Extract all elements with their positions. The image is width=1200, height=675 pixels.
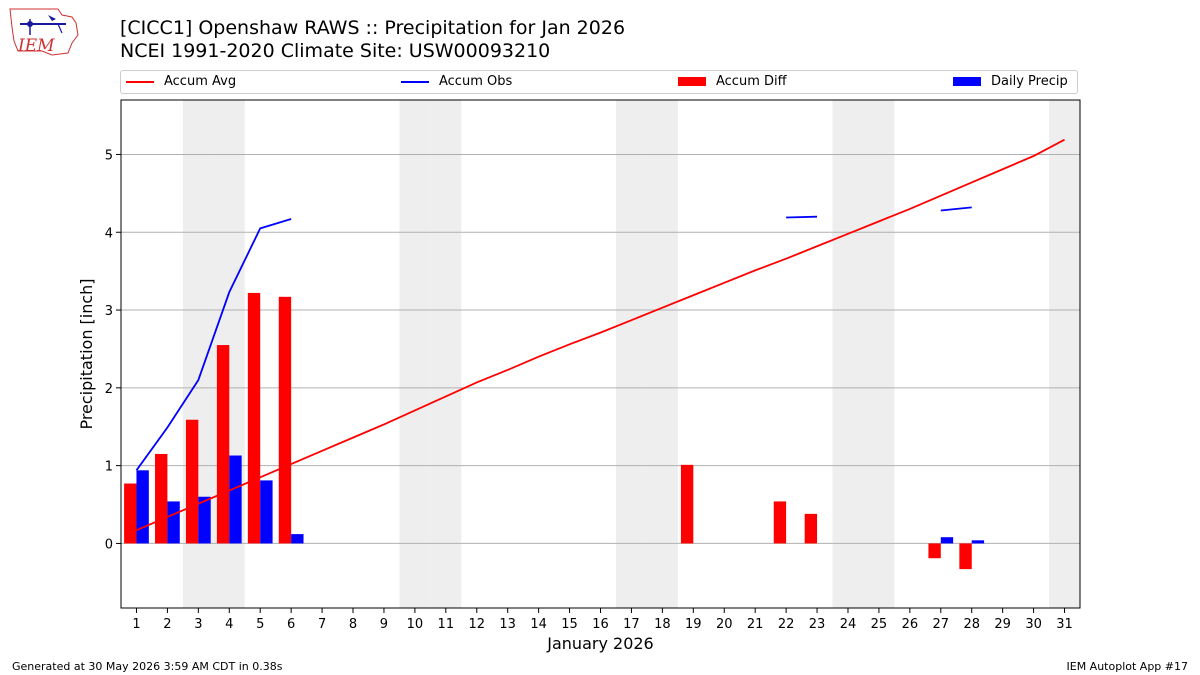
x-tick-label: 14 [530, 617, 547, 632]
x-tick-label: 23 [809, 617, 826, 632]
x-tick-label: 15 [561, 617, 578, 632]
weekend-shade [832, 100, 864, 608]
legend-label-accum-avg: Accum Avg [164, 74, 237, 89]
legend-label-daily-precip: Daily Precip [991, 74, 1068, 89]
legend-swatch-accum-obs [401, 80, 429, 83]
bar-daily-precip [136, 470, 149, 544]
bar-accum-diff [959, 543, 972, 570]
footer-generated: Generated at 30 May 2026 3:59 AM CDT in … [12, 660, 283, 673]
x-tick-label: 28 [963, 617, 980, 632]
x-axis-label: January 2026 [546, 634, 653, 653]
x-tick-label: 12 [468, 617, 485, 632]
footer-app: IEM Autoplot App #17 [1066, 660, 1189, 673]
bar-accum-diff [773, 501, 787, 544]
bar-daily-precip [260, 480, 273, 544]
x-tick-label: 2 [163, 617, 171, 632]
legend-swatch-accum-avg [126, 80, 154, 83]
bar-daily-precip [940, 537, 954, 544]
bar-daily-precip [971, 540, 985, 544]
bar-accum-diff [185, 419, 199, 544]
legend-label-accum-obs: Accum Obs [439, 74, 513, 89]
weekend-shade [430, 100, 462, 608]
y-tick-label: 5 [105, 148, 113, 163]
y-tick-label: 4 [105, 226, 113, 241]
x-tick-label: 27 [933, 617, 950, 632]
legend-swatch-accum-diff [678, 77, 706, 86]
bar-daily-precip [229, 455, 242, 544]
x-tick-label: 16 [592, 617, 609, 632]
x-tick-label: 21 [747, 617, 764, 632]
x-tick-label: 1 [132, 617, 140, 632]
y-tick-label: 0 [105, 537, 113, 552]
line-accum-avg [136, 138, 1065, 532]
chart-subtitle: NCEI 1991-2020 Climate Site: USW00093210 [120, 40, 551, 62]
chart-title: [CICC1] Openshaw RAWS :: Precipitation f… [120, 17, 626, 39]
y-axis-label: Precipitation [inch] [77, 278, 96, 429]
bar-accum-diff [124, 483, 137, 544]
x-tick-label: 7 [318, 617, 326, 632]
legend-item-accum-diff: Accum Diff [678, 74, 787, 89]
bar-daily-precip [198, 496, 211, 544]
y-tick-label: 3 [105, 304, 113, 319]
x-tick-label: 17 [623, 617, 640, 632]
iem-logo: IEM [9, 8, 79, 56]
x-tick-label: 22 [778, 617, 795, 632]
x-tick-label: 6 [287, 617, 295, 632]
y-tick-label: 2 [105, 382, 113, 397]
x-tick-label: 3 [194, 617, 202, 632]
x-tick-label: 13 [499, 617, 516, 632]
x-tick-label: 11 [438, 617, 455, 632]
x-tick-label: 9 [380, 617, 388, 632]
legend-item-accum-avg: Accum Avg [126, 74, 236, 89]
x-tick-label: 31 [1056, 617, 1073, 632]
line-accum-obs [786, 215, 818, 219]
bar-accum-diff [247, 292, 261, 544]
weekend-shade [1049, 100, 1080, 608]
x-tick-label: 19 [685, 617, 702, 632]
legend-swatch-daily-precip [953, 77, 981, 86]
x-tick-label: 29 [994, 617, 1011, 632]
bar-daily-precip [167, 501, 180, 544]
x-tick-label: 20 [716, 617, 733, 632]
x-tick-label: 18 [654, 617, 671, 632]
weekend-shade [646, 100, 678, 608]
bar-accum-diff [216, 345, 230, 544]
x-tick-label: 4 [225, 617, 233, 632]
bar-accum-diff [804, 513, 818, 544]
plot-frame [120, 99, 1081, 609]
x-tick-label: 8 [349, 617, 357, 632]
bar-accum-diff [278, 296, 292, 544]
line-accum-obs [135, 218, 292, 471]
bar-daily-precip [291, 534, 304, 544]
y-tick-label: 1 [105, 460, 113, 475]
legend-item-daily-precip: Daily Precip [953, 74, 1068, 89]
bar-accum-diff [928, 543, 941, 559]
x-tick-label: 5 [256, 617, 264, 632]
logo-text: IEM [17, 36, 55, 56]
x-tick-label: 26 [902, 617, 919, 632]
legend: Accum Avg Accum Obs Accum Diff Daily Pre… [120, 70, 1078, 94]
bar-accum-diff [155, 453, 168, 544]
weekend-shade [399, 100, 431, 608]
line-accum-obs [940, 206, 972, 212]
x-tick-label: 30 [1025, 617, 1042, 632]
legend-item-accum-obs: Accum Obs [401, 74, 512, 89]
weekend-shade [863, 100, 895, 608]
x-tick-label: 10 [407, 617, 424, 632]
x-tick-label: 25 [871, 617, 888, 632]
weekend-shade [615, 100, 647, 608]
bar-accum-diff [680, 464, 694, 544]
x-tick-label: 24 [840, 617, 857, 632]
legend-label-accum-diff: Accum Diff [716, 74, 787, 89]
